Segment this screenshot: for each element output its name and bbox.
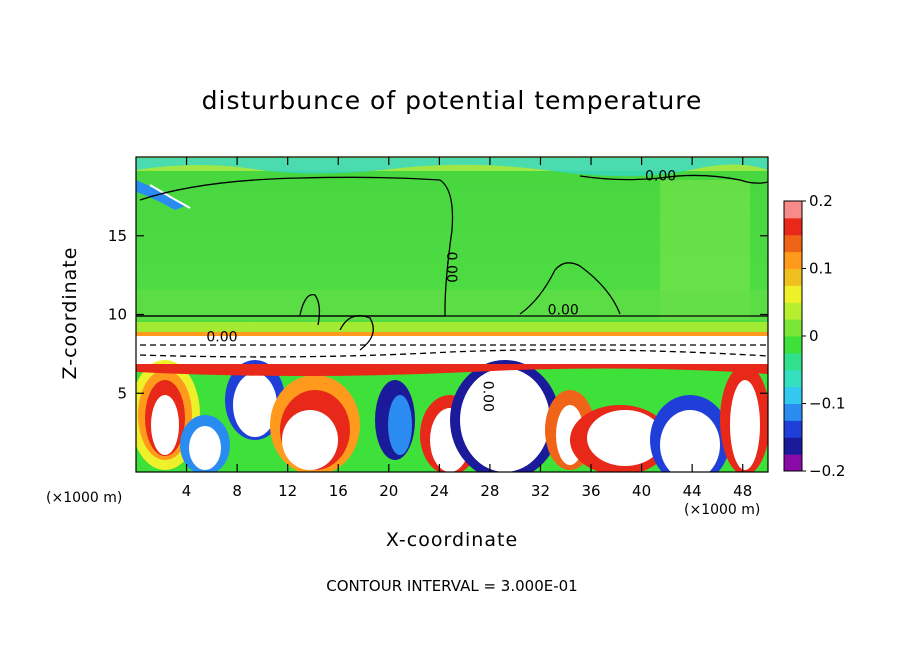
contour-label: 0.00 (645, 169, 676, 185)
colorbar-tick-label: 0.2 (809, 192, 833, 210)
colorbar-swatch (784, 352, 802, 371)
yellow-band (136, 322, 768, 334)
transition-layer (136, 336, 768, 364)
y-axis-label: Z-coordinate (59, 246, 81, 380)
x-tick-label: 40 (632, 482, 651, 500)
transition-dashed-2 (139, 349, 768, 358)
contour-interval-note: CONTOUR INTERVAL = 3.000E-01 (326, 577, 578, 595)
colorbar-swatch (784, 336, 802, 354)
top-right-contour (579, 174, 768, 184)
colorbar-swatch (784, 437, 802, 455)
bump-contour (299, 294, 321, 326)
colorbar-swatch (784, 454, 802, 472)
x-tick-label: 24 (430, 482, 449, 500)
chart-title: disturbunce of potential temperature (201, 86, 703, 115)
top-left-blue-streak (136, 180, 185, 210)
x-axis: 4 8 12 16 20 24 28 32 36 40 44 48 (182, 157, 752, 500)
top-left-white-streak (149, 184, 191, 209)
colorbar-swatch (784, 234, 802, 253)
heatmap-field (136, 157, 768, 472)
colorbar-swatch (784, 201, 802, 219)
colorbar-swatch (784, 369, 802, 388)
colorbar-tick-label: 0 (809, 327, 819, 345)
contour-label: 0.00 (206, 329, 237, 345)
colorbar-swatch (784, 217, 802, 236)
x-tick-label: 12 (278, 482, 297, 500)
orange-band (136, 332, 768, 336)
x-tick-label: 36 (581, 482, 600, 500)
contour-label: 0.00 (480, 381, 496, 412)
x-tick-label: 48 (733, 482, 752, 500)
x-axis-label: X-coordinate (385, 529, 519, 551)
y-tick-label: 15 (108, 227, 127, 245)
colorbar-swatch (784, 285, 802, 303)
x-tick-label: 44 (683, 482, 702, 500)
colorbar-tick-label: −0.2 (809, 462, 845, 480)
colorbar-swatch (784, 251, 802, 269)
contour-labels: 0.00 0.00 0.00 0.00 0.00 (206, 169, 676, 412)
x-tick-label: 32 (531, 482, 550, 500)
colorbar-swatch (784, 268, 802, 286)
colorbar-tick-label: −0.1 (809, 395, 845, 413)
colorbar-swatch (784, 420, 802, 438)
y-axis: 5 10 15 (108, 227, 768, 402)
top-cyan-wave (136, 158, 768, 177)
colorbar-swatch (784, 403, 802, 421)
colorbar-swatch (784, 319, 802, 337)
cluster-contour (339, 315, 374, 351)
colorbar-tick-label: 0.1 (809, 260, 833, 278)
x-tick-label: 28 (480, 482, 499, 500)
y-tick-label: 10 (108, 306, 127, 324)
colorbar-swatch (784, 302, 802, 320)
x-scale-note-left: (×1000 m) (46, 490, 123, 506)
x-tick-label: 20 (379, 482, 398, 500)
lower-top-red-band (136, 364, 768, 376)
y-tick-label: 5 (117, 384, 127, 402)
contour-lines (136, 174, 768, 358)
contour-label: 0.00 (548, 303, 579, 319)
colorbar-swatch (784, 386, 802, 404)
x-tick-label: 8 (232, 482, 242, 500)
contour-label: 0.00 (443, 252, 459, 283)
colorbar: 0.2 0.1 0 −0.1 −0.2 (783, 192, 845, 480)
x-tick-label: 16 (329, 482, 348, 500)
x-tick-label: 4 (182, 482, 192, 500)
x-scale-note-right: (×1000 m) (684, 502, 761, 518)
right-hump-contour (519, 262, 621, 315)
upper-lower-patch (136, 290, 768, 320)
upper-left-contour (136, 176, 454, 317)
lower-eddies (136, 360, 768, 472)
